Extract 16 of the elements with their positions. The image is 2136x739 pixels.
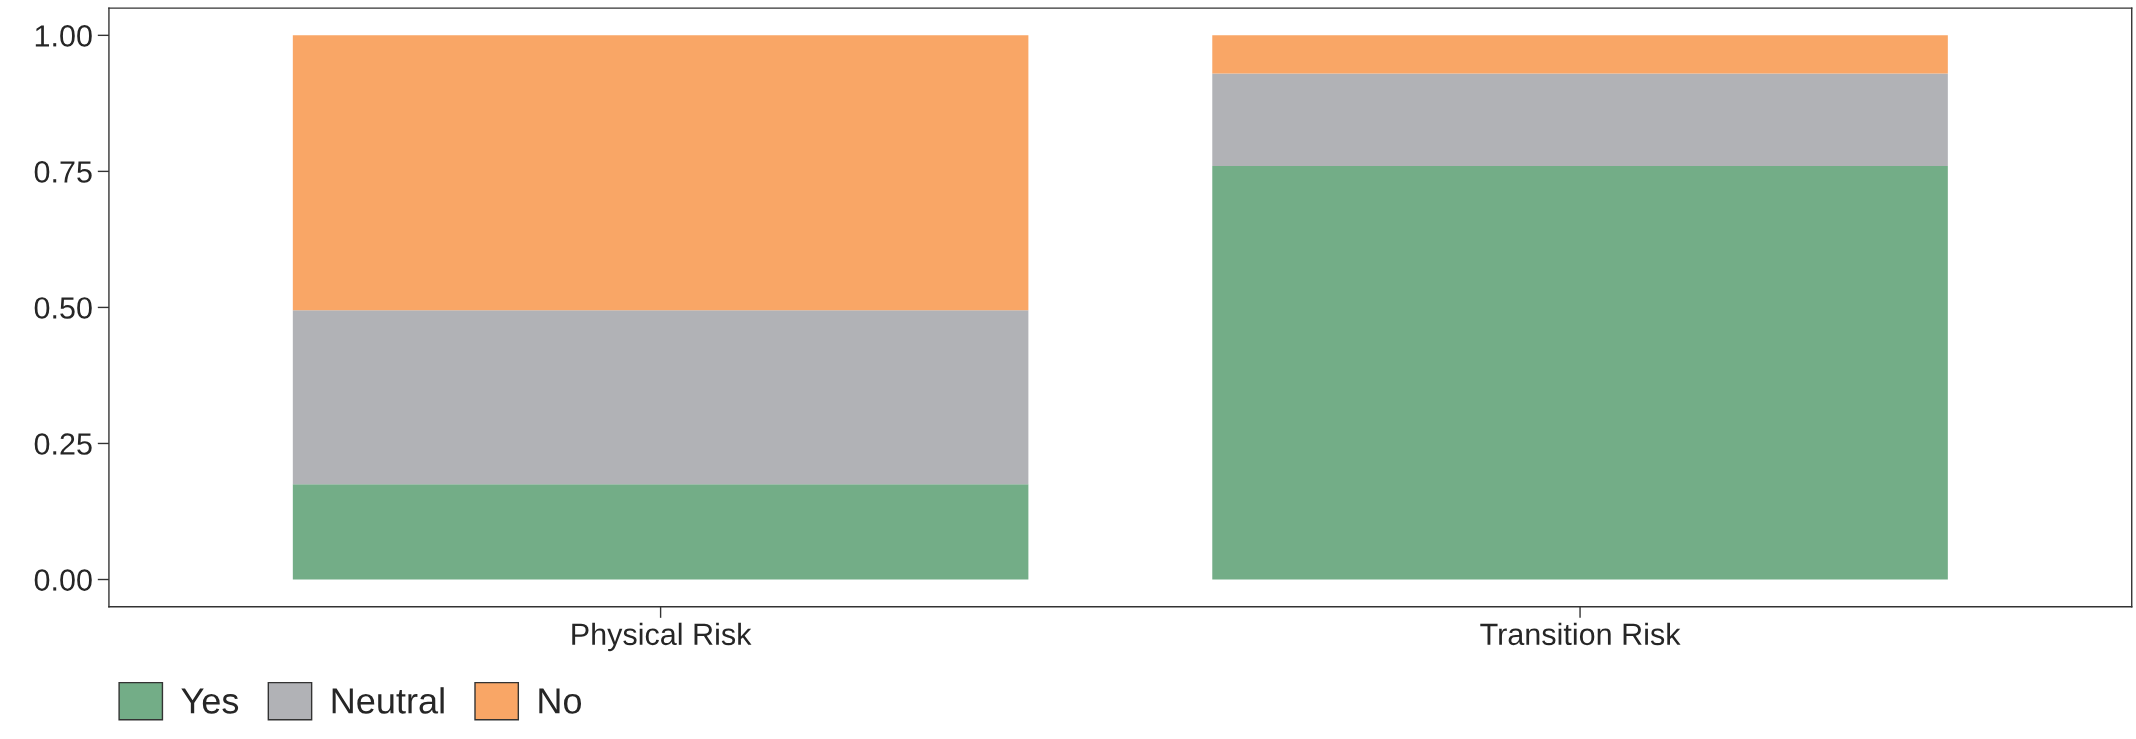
bar [1212, 73, 1948, 166]
legend-label: No [539, 688, 582, 714]
y-tick-label: 0.00 [34, 569, 92, 591]
legend-label: Neutral [332, 687, 444, 714]
y-tick-label: 1.00 [35, 25, 92, 47]
y-tick-label: 0.50 [34, 297, 92, 319]
x-tick-label: Physical Risk [572, 622, 752, 652]
bar [292, 310, 1029, 485]
bar [1212, 35, 1948, 74]
bar [1212, 165, 1948, 580]
y-tick-label: 0.75 [34, 161, 92, 183]
y-tick-label: 0.25 [34, 433, 92, 455]
x-tick-label: Transition Risk [1480, 622, 1681, 646]
bar [292, 35, 1029, 311]
bar [292, 484, 1029, 580]
legend-label: Yes [181, 688, 239, 714]
